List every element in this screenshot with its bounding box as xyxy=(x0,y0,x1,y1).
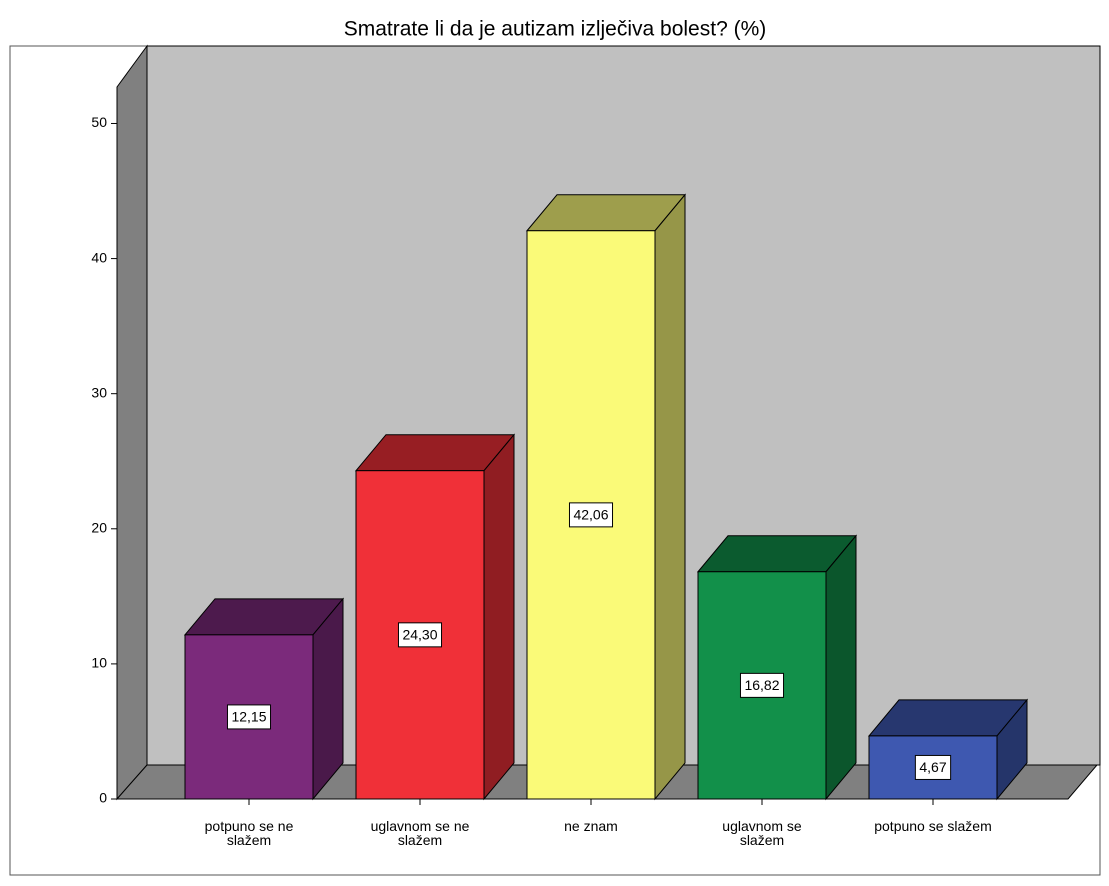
value-label: 16,82 xyxy=(744,677,779,693)
value-label-box xyxy=(226,704,272,730)
x-tick-label: uglavnom se ne slažem xyxy=(370,818,470,848)
chart-title: Smatrate li da je autizam izlječiva bole… xyxy=(344,18,767,41)
left-wall xyxy=(116,44,148,801)
value-label: 12,15 xyxy=(231,709,266,725)
x-tick-label: ne znam xyxy=(564,818,618,834)
value-label-box xyxy=(568,502,614,528)
value-label: 4,67 xyxy=(919,759,946,775)
bar-side xyxy=(825,534,857,801)
y-tick-label: 20 xyxy=(91,519,107,535)
x-tick-label: uglavnom se slažem xyxy=(722,818,802,848)
value-label: 24,30 xyxy=(402,627,437,643)
bar-side xyxy=(654,193,686,801)
value-label: 42,06 xyxy=(573,507,608,523)
y-tick-label: 50 xyxy=(91,114,107,130)
y-tick-label: 10 xyxy=(91,655,107,671)
value-label-box xyxy=(914,754,952,780)
x-tick-label: potpuno se ne slažem xyxy=(204,818,294,848)
y-tick-label: 30 xyxy=(91,384,107,400)
y-tick-label: 40 xyxy=(91,249,107,265)
bar xyxy=(697,571,827,800)
x-tick-label: potpuno se slažem xyxy=(874,818,992,834)
bar-side xyxy=(312,597,344,801)
value-label-box xyxy=(739,672,785,698)
value-label-box xyxy=(397,622,443,648)
bar-side xyxy=(483,433,515,801)
y-tick-label: 0 xyxy=(99,790,107,806)
